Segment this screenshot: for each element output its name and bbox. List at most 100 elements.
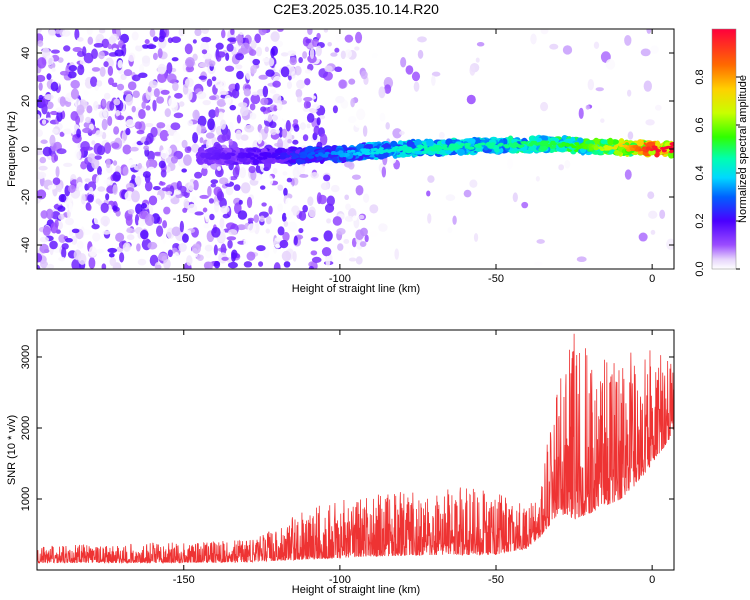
heatmap-cell (307, 63, 314, 71)
heatmap-cell (431, 147, 437, 151)
heatmap-cell (87, 204, 92, 211)
heatmap-cell (209, 213, 215, 221)
heatmap-cell (422, 163, 432, 175)
heatmap-cell (179, 220, 184, 233)
heatmap-cell (549, 43, 559, 50)
heatmap-cell (103, 61, 109, 68)
heatmap-cell (147, 150, 155, 162)
heatmap-cell (232, 166, 240, 179)
heatmap-cell (95, 174, 104, 187)
heatmap-cell (324, 151, 330, 155)
heatmap-cell (326, 218, 332, 224)
heatmap-cell (268, 205, 273, 215)
heatmap-cell (331, 156, 339, 162)
heatmap-cell (205, 132, 215, 139)
heatmap-cell (181, 139, 188, 149)
heatmap-cell (300, 151, 306, 155)
heatmap-cell (293, 235, 298, 246)
heatmap-cell (97, 186, 106, 192)
heatmap-cell (267, 114, 272, 123)
heatmap-cell (140, 203, 148, 209)
heatmap-cell (334, 47, 340, 53)
heatmap-cell (272, 80, 281, 88)
heatmap-cell (61, 30, 71, 37)
heatmap-cell (192, 109, 200, 121)
heatmap-cell (72, 46, 83, 53)
heatmap-cell (214, 201, 220, 213)
heatmap-cell (90, 76, 98, 88)
heatmap-cell (37, 74, 46, 83)
heatmap-cell (237, 210, 248, 220)
heatmap-cell (315, 45, 322, 57)
heatmap-cell (324, 65, 333, 73)
heatmap-cell (148, 80, 158, 88)
heatmap-cell (59, 131, 65, 137)
heatmap-cell (50, 49, 60, 54)
heatmap-cell (86, 67, 94, 72)
heatmap-cell (260, 152, 266, 156)
heatmap-cell (218, 111, 224, 121)
heatmap-cell (178, 29, 185, 37)
heatmap-cell (354, 121, 364, 128)
heatmap-cell (646, 29, 652, 34)
heatmap-cell (323, 174, 331, 182)
heatmap-cell (99, 66, 106, 77)
heatmap-cell (277, 184, 284, 191)
heatmap-cell (310, 250, 318, 256)
heatmap-cell (335, 30, 342, 42)
y-tick-label: 1000 (20, 487, 32, 511)
heatmap-cell (398, 146, 404, 150)
heatmap-cell (196, 124, 202, 136)
heatmap-cell (390, 148, 396, 152)
heatmap-cell (201, 29, 209, 35)
heatmap-cell (269, 121, 277, 129)
heatmap-cell (187, 203, 198, 214)
heatmap-cell (289, 152, 295, 156)
heatmap-cell (399, 130, 405, 135)
heatmap-cell (253, 214, 260, 223)
heatmap-cell (285, 210, 294, 220)
heatmap-cells (37, 29, 674, 269)
heatmap-cell (652, 145, 658, 149)
heatmap-cell (61, 247, 67, 259)
heatmap-cell (127, 52, 136, 62)
heatmap-cell (58, 256, 66, 262)
heatmap-cell (588, 147, 594, 151)
y-tick-label: 3000 (20, 345, 32, 369)
heatmap-cell (252, 91, 259, 96)
heatmap-cell (67, 71, 77, 79)
heatmap-cell (618, 143, 624, 147)
heatmap-cell (204, 154, 210, 158)
heatmap-cell (37, 129, 44, 137)
heatmap-cell (45, 55, 54, 66)
heatmap-cell (350, 98, 355, 108)
heatmap-cell (153, 151, 162, 156)
heatmap-cell (262, 156, 268, 160)
heatmap-cell (113, 98, 121, 106)
heatmap-cell (642, 148, 648, 152)
heatmap-cell (603, 145, 609, 149)
heatmap-cell (647, 191, 655, 200)
heatmap-cell (214, 152, 220, 156)
heatmap-cell (148, 195, 158, 206)
heatmap-cell (58, 234, 67, 243)
heatmap-cell (105, 158, 111, 169)
heatmap-cell (208, 261, 213, 269)
heatmap-cell (313, 125, 320, 136)
heatmap-cell (76, 37, 84, 42)
heatmap-cell (91, 48, 98, 60)
heatmap-cell (360, 70, 368, 80)
heatmap-cell (235, 64, 243, 70)
heatmap-cell (291, 205, 300, 216)
heatmap-cell (207, 185, 212, 197)
heatmap-cell (78, 253, 87, 265)
heatmap-cell (296, 96, 302, 103)
heatmap-cell (137, 258, 147, 266)
heatmap-cell (63, 162, 73, 168)
heatmap-cell (201, 167, 208, 177)
heatmap-cell (452, 215, 457, 225)
heatmap-cell (183, 198, 189, 209)
heatmap-cell (295, 88, 303, 98)
heatmap-cell (142, 171, 151, 178)
heatmap-cell (341, 251, 346, 261)
